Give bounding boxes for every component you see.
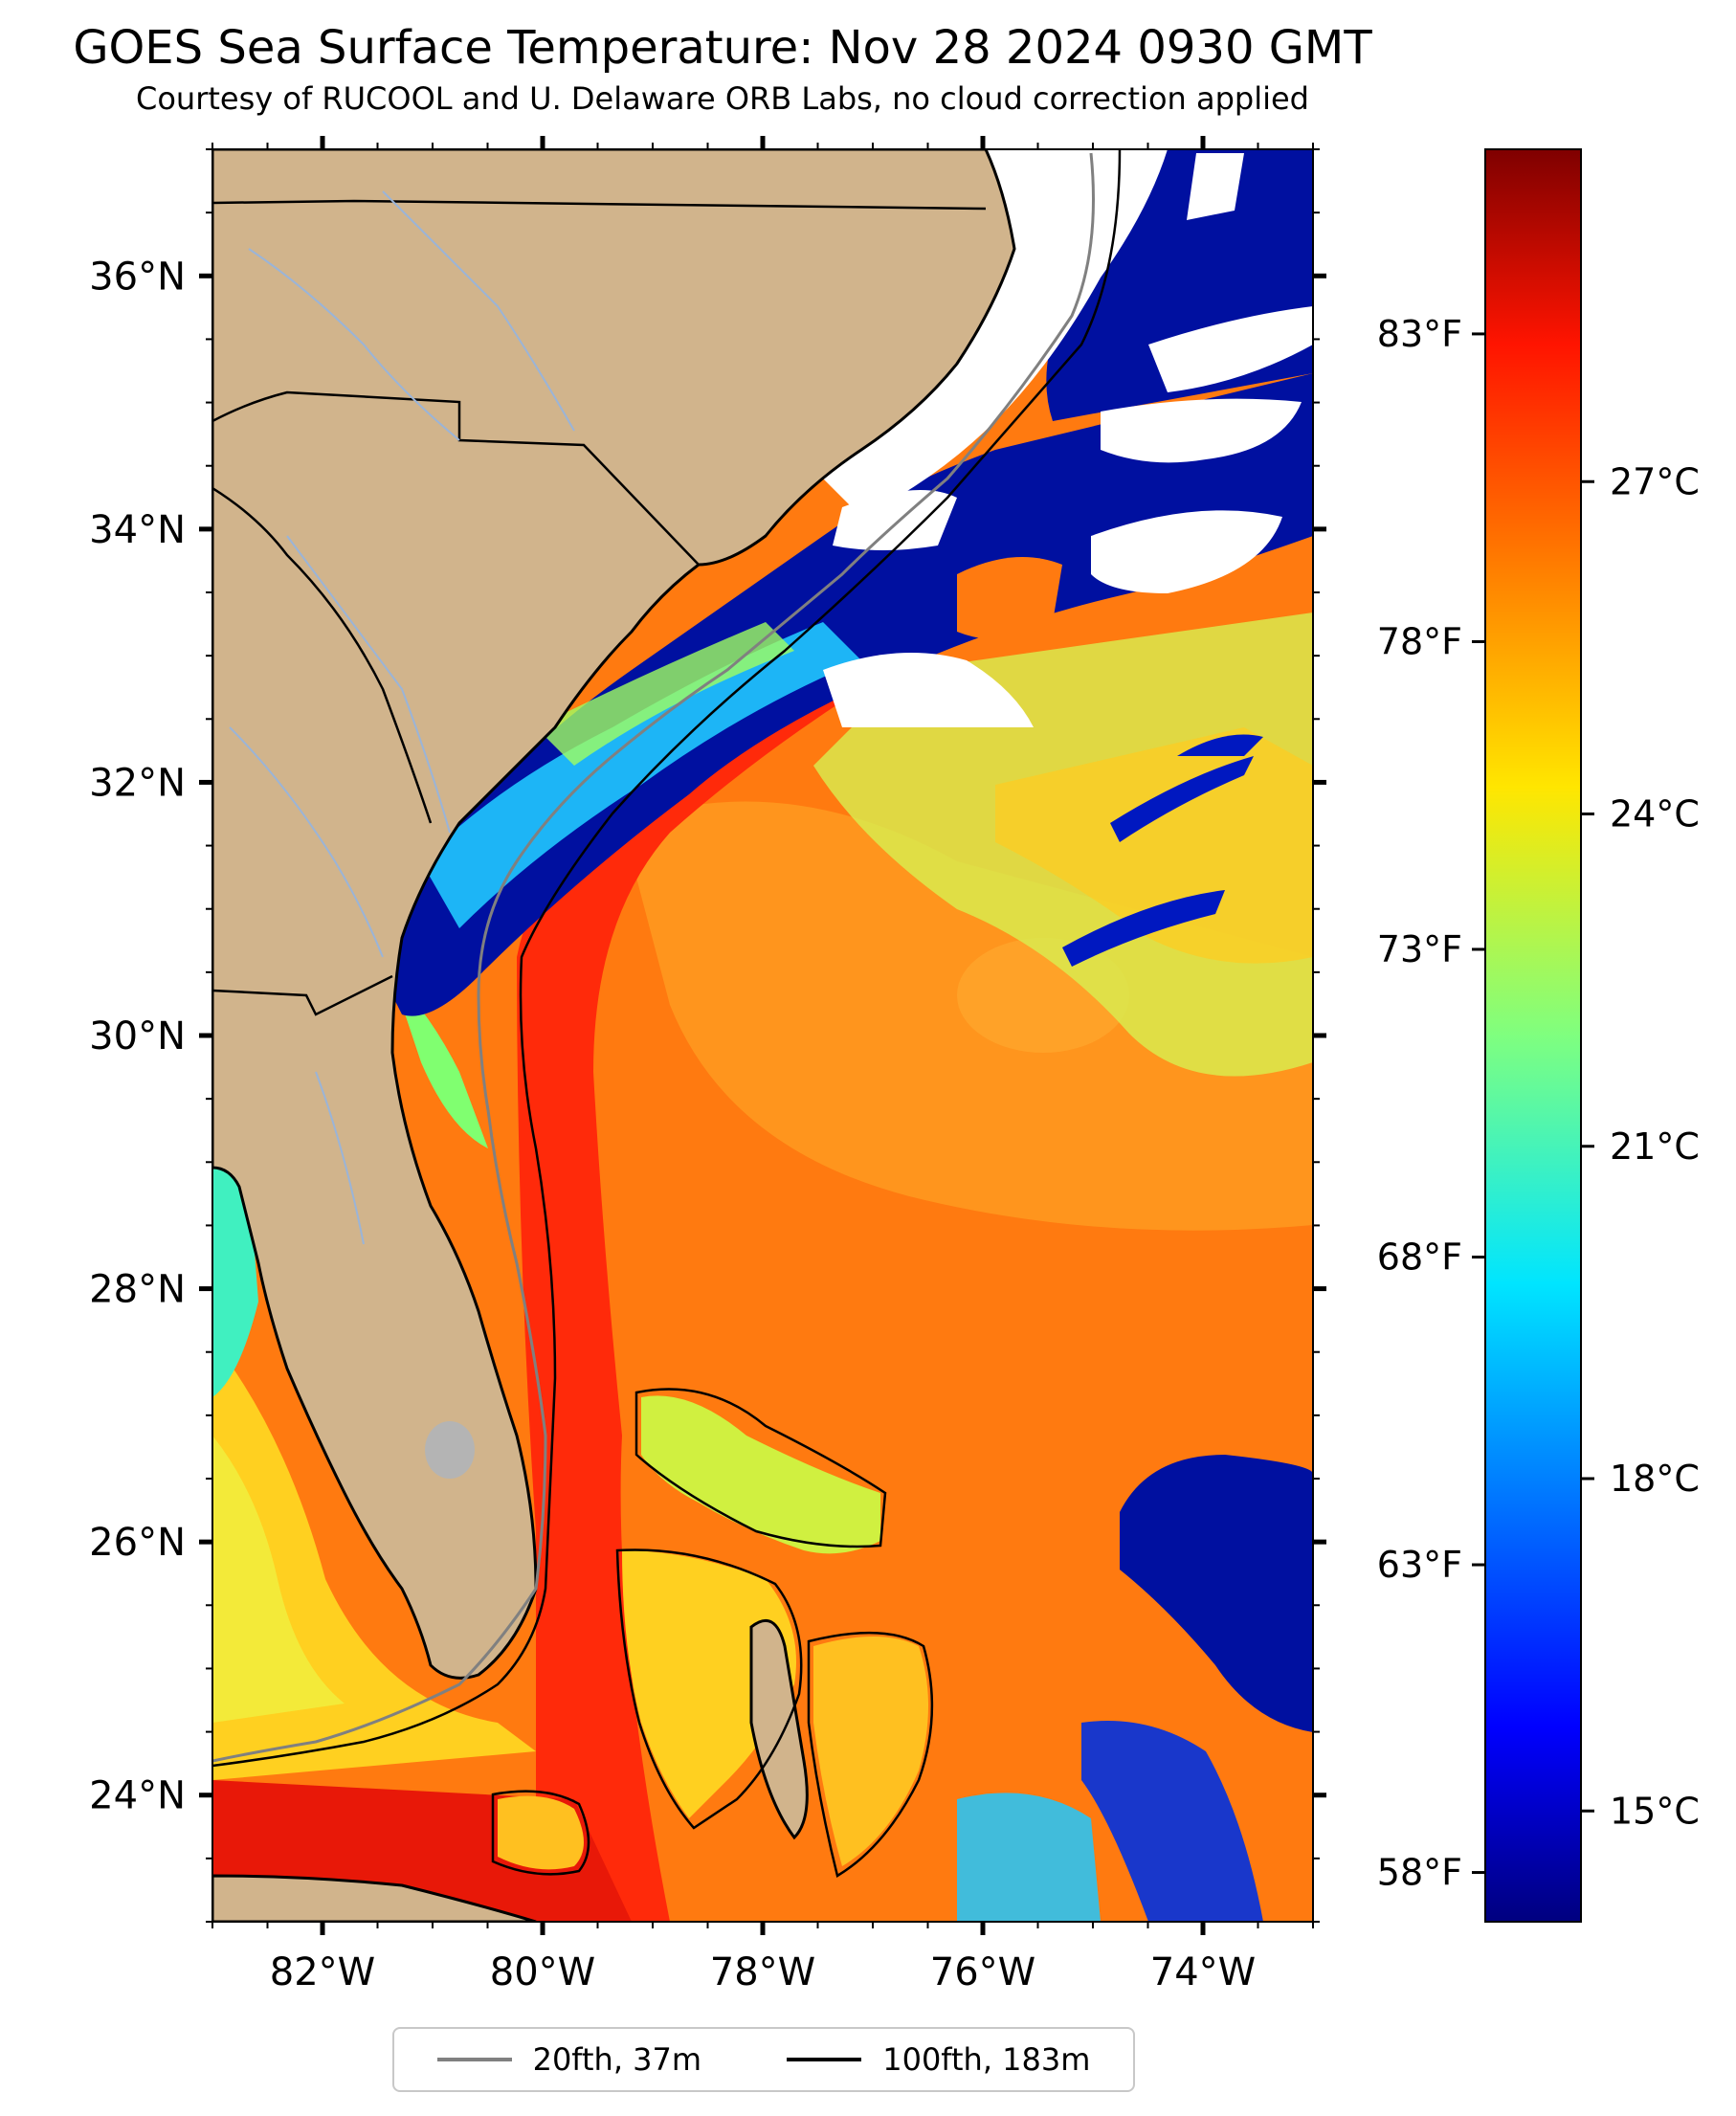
- fahrenheit-tick-label: 58°F: [1377, 1852, 1462, 1894]
- isobath-100fth-bank: [634, 1388, 887, 1548]
- great-bahama-bank-east: [813, 1637, 928, 1866]
- cool-shelf-cyan: [421, 622, 861, 928]
- lat-tick-label: 36°N: [89, 255, 186, 299]
- cloud-mask: [833, 490, 957, 550]
- legend-item-100fth: 100fth, 183m: [787, 2041, 1090, 2078]
- warm-eddy-north: [957, 557, 1062, 639]
- gulf-cool-strip: [212, 1168, 258, 1397]
- lon-tick-label: 80°W: [490, 1950, 595, 1994]
- legend-label-100fth: 100fth, 183m: [882, 2041, 1091, 2078]
- state-border: [212, 486, 433, 824]
- isobath-100fth-bank: [491, 1790, 590, 1876]
- celsius-tick-label: 21°C: [1610, 1125, 1700, 1168]
- land-cuba: [212, 1874, 537, 1922]
- celsius-tick-label: 18°C: [1610, 1458, 1700, 1500]
- little-bahama-bank: [641, 1395, 880, 1554]
- gulf-stream-core: [517, 651, 861, 1922]
- lake-okeechobee: [425, 1421, 475, 1479]
- cloud-mask: [823, 653, 1034, 727]
- celsius-tick-label: 24°C: [1610, 793, 1700, 835]
- isobath-100fth: [212, 149, 1122, 1768]
- cloud-mask: [1101, 398, 1302, 463]
- fahrenheit-tick-label: 83°F: [1377, 313, 1462, 355]
- lon-tick-label: 78°W: [710, 1950, 815, 1994]
- isobath-legend: 20fth, 37m 100fth, 183m: [392, 2027, 1135, 2092]
- lon-tick-label: 82°W: [270, 1950, 375, 1994]
- cold-streak: [1062, 890, 1225, 967]
- state-border: [212, 199, 987, 211]
- land-andros: [749, 1618, 809, 1840]
- ocean-yellow-zone: [995, 727, 1313, 964]
- celsius-tick-label: 27°C: [1610, 460, 1700, 502]
- fahrenheit-tick-label: 68°F: [1377, 1236, 1462, 1279]
- atlantic-nearshore-green: [392, 976, 488, 1148]
- southeast-cold-patch: [1081, 1721, 1263, 1922]
- great-bahama-bank-west: [622, 1550, 796, 1818]
- axis-ticks: 82°W 80°W 78°W 76°W 74°W 36°N 34°N 32°N 30°N 28°N…: [89, 136, 1326, 1994]
- colorbar: [1484, 148, 1582, 1923]
- cold-shelf-water: [383, 373, 1313, 1016]
- cloud-mask: [1148, 306, 1313, 392]
- lat-tick-label: 30°N: [89, 1014, 186, 1058]
- cloud-mask: [1091, 510, 1282, 593]
- legend-item-20fth: 20fth, 37m: [436, 2041, 702, 2078]
- map-title: GOES Sea Surface Temperature: Nov 28 202…: [73, 21, 1372, 75]
- colorbar-ticks: 27°C 24°C 21°C 18°C 15°C 83°F 78°F 73°F 68°F 63°F…: [1377, 313, 1700, 1894]
- land-southeast-us: [212, 149, 1016, 1680]
- river: [315, 1071, 365, 1245]
- gulf-shelf-light: [212, 1436, 345, 1723]
- cold-streak: [1177, 734, 1263, 756]
- isobath-100fth-bank: [807, 1631, 934, 1878]
- southeast-cyan-patch: [957, 1793, 1101, 1922]
- lat-tick-label: 26°N: [89, 1521, 186, 1565]
- river: [229, 726, 384, 958]
- river: [286, 535, 451, 834]
- lat-tick-label: 32°N: [89, 761, 186, 805]
- legend-swatch-100fth: [787, 2058, 862, 2061]
- lat-tick-label: 34°N: [89, 508, 186, 552]
- river: [248, 248, 460, 441]
- map-subtitle: Courtesy of RUCOOL and U. Delaware ORB L…: [136, 80, 1309, 117]
- southeast-cold-water: [1120, 1455, 1313, 1732]
- isobath-20fth: [212, 152, 1095, 1763]
- lat-tick-label: 24°N: [89, 1774, 186, 1818]
- lat-tick-label: 28°N: [89, 1268, 186, 1312]
- sst-map: [212, 149, 1313, 1922]
- fahrenheit-tick-label: 78°F: [1377, 620, 1462, 662]
- cloud-mask: [1187, 153, 1244, 220]
- isobath-100fth-bank: [615, 1548, 803, 1830]
- celsius-tick-label: 15°C: [1610, 1790, 1700, 1832]
- lon-tick-label: 74°W: [1150, 1950, 1256, 1994]
- shelf-green-band: [536, 622, 794, 766]
- fahrenheit-tick-label: 63°F: [1377, 1544, 1462, 1586]
- cay-sal-bank: [498, 1795, 584, 1870]
- state-border: [212, 390, 700, 566]
- legend-swatch-20fth: [436, 2058, 512, 2061]
- fahrenheit-tick-label: 73°F: [1377, 928, 1462, 970]
- cloud-mask-coast: [823, 149, 1168, 517]
- lon-tick-label: 76°W: [930, 1950, 1035, 1994]
- river: [382, 190, 575, 432]
- state-border: [212, 974, 393, 1016]
- legend-label-20fth: 20fth, 37m: [532, 2041, 702, 2078]
- cold-streak: [1110, 756, 1254, 842]
